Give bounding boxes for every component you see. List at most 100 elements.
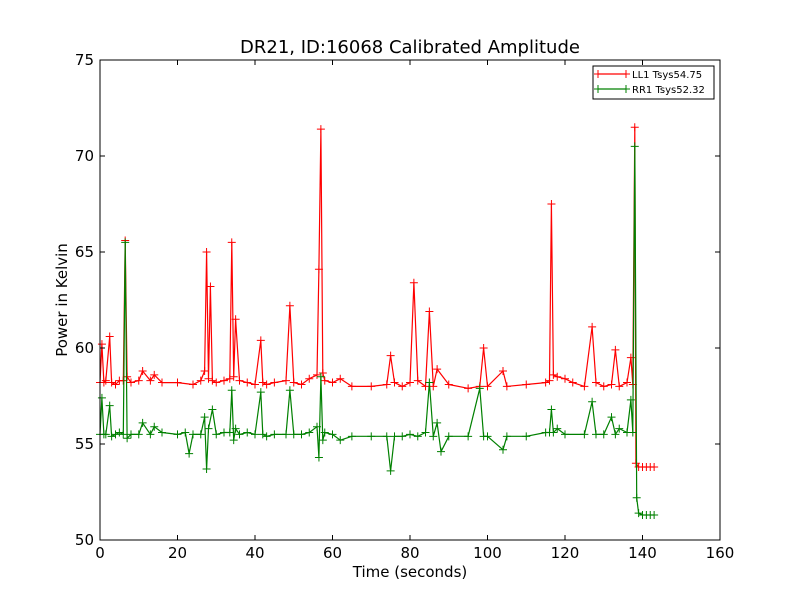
data-point (204, 374, 213, 383)
data-point (134, 376, 143, 385)
data-point (227, 386, 236, 395)
data-point (318, 436, 327, 445)
data-point (231, 424, 240, 433)
data-point (107, 432, 116, 441)
x-tick-label: 20 (168, 544, 187, 562)
data-point (99, 378, 108, 387)
data-point (382, 380, 391, 389)
data-point (580, 382, 589, 391)
data-point (382, 432, 391, 441)
data-point (138, 418, 147, 427)
data-point (127, 378, 135, 387)
data-point (479, 344, 488, 352)
data-point (173, 430, 182, 439)
data-point (123, 434, 132, 443)
data-point (316, 372, 325, 381)
data-point (146, 376, 155, 385)
data-point (289, 378, 298, 387)
data-point (313, 370, 321, 379)
data-point (262, 380, 271, 389)
data-point (243, 378, 252, 387)
data-point (475, 384, 484, 393)
data-point (588, 397, 597, 406)
data-point (568, 378, 577, 387)
x-axis-label: Time (seconds) (352, 563, 468, 581)
data-point (626, 395, 635, 404)
data-point (398, 432, 407, 441)
y-tick-label: 75 (75, 51, 94, 69)
data-point (282, 376, 290, 385)
data-point (464, 432, 473, 441)
data-point (285, 301, 294, 310)
data-point (196, 376, 205, 385)
data-point (231, 315, 240, 324)
data-point (97, 340, 106, 349)
data-point (206, 282, 215, 291)
data-point (134, 430, 143, 439)
data-point (189, 430, 197, 439)
data-point (347, 432, 356, 441)
y-tick-label: 55 (75, 435, 94, 453)
data-point (173, 378, 182, 387)
data-point (549, 370, 558, 379)
data-point (297, 380, 306, 389)
data-point (502, 382, 511, 391)
data-point (429, 432, 438, 441)
data-point (127, 430, 135, 439)
data-point (632, 493, 641, 502)
data-point (150, 370, 159, 379)
data-point (115, 428, 124, 437)
data-point (208, 405, 217, 414)
x-tick-label: 40 (245, 544, 264, 562)
y-tick-label: 70 (75, 147, 94, 165)
data-point (336, 374, 345, 383)
data-point (208, 376, 217, 385)
data-point (202, 248, 211, 256)
data-point (499, 367, 507, 376)
data-point (107, 378, 116, 387)
legend-label: RR1 Tsys52.32 (632, 85, 705, 96)
legend-marker (622, 70, 630, 78)
data-point (433, 365, 442, 374)
data-point (138, 367, 147, 376)
data-point (421, 428, 430, 437)
x-tick-label: 140 (628, 544, 657, 562)
data-point (398, 382, 407, 391)
data-point (200, 413, 209, 422)
data-point (316, 125, 325, 134)
data-point (285, 386, 294, 395)
data-point (251, 430, 259, 439)
x-tick-label: 60 (323, 544, 342, 562)
data-point (212, 378, 221, 387)
y-tick-label: 50 (75, 531, 94, 549)
data-point (270, 378, 279, 387)
data-point (328, 430, 337, 439)
data-point (386, 466, 395, 475)
data-point (282, 430, 290, 439)
data-point (547, 405, 556, 414)
data-point (258, 430, 267, 439)
data-point (522, 380, 531, 389)
data-point (150, 422, 159, 431)
data-point (611, 345, 620, 354)
data-point (229, 372, 238, 381)
data-point (297, 430, 306, 439)
data-point (256, 336, 265, 345)
data-point (502, 432, 511, 441)
data-point (225, 428, 234, 437)
data-point (235, 430, 244, 439)
data-point (522, 432, 531, 441)
data-point (320, 376, 329, 385)
data-point (185, 449, 194, 458)
data-point (289, 430, 298, 439)
data-point (592, 430, 600, 439)
data-point (630, 123, 639, 132)
legend-marker (594, 70, 602, 78)
data-point (212, 430, 221, 439)
data-point (196, 430, 205, 439)
data-point (229, 436, 238, 445)
data-point (256, 388, 265, 397)
data-point (628, 428, 637, 437)
data-point (413, 376, 422, 385)
